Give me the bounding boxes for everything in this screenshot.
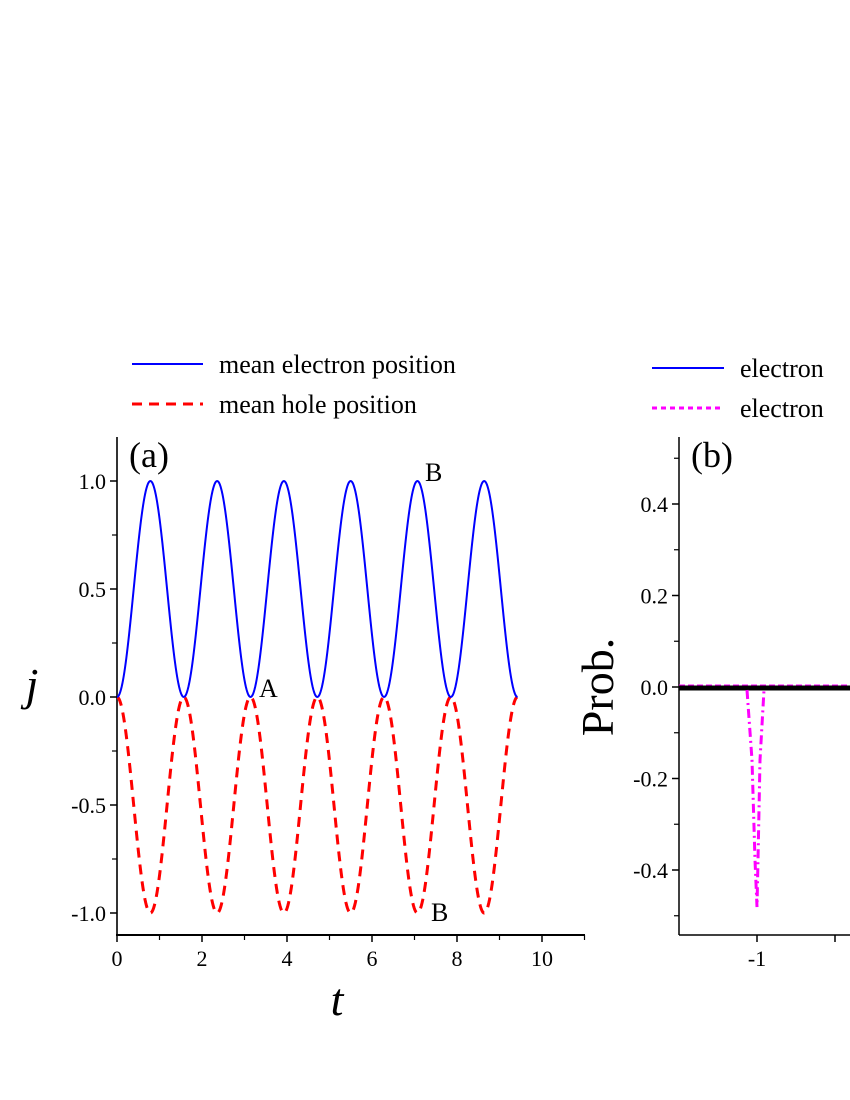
legend-electron-b-label: electron [740,354,824,383]
y-tick-label: 0.0 [641,675,669,700]
y-tick-label: 0.0 [79,685,107,710]
y-tick-label: 0.4 [641,492,669,517]
annotation-A: A [259,674,278,703]
y-tick-label: -0.4 [633,858,668,883]
y-tick-label: -0.2 [633,767,668,792]
x-tick-label: 2 [197,946,208,971]
legend-hole-label: mean hole position [219,390,417,419]
axis-ticks-b: -0.4 -0.2 0.0 0.2 0.4 -1 [633,457,836,971]
panel-label-b: (b) [691,435,733,475]
y-tick-label: 0.5 [79,577,107,602]
y-tick-label: -0.5 [71,793,106,818]
x-tick-label: 8 [452,946,463,971]
annotation-B-bottom: B [431,898,448,927]
axis-ticks-a: 0 2 4 6 8 10 -1.0 -0.5 0.0 0.5 1.0 [71,469,586,971]
electron-position-curve [117,479,518,699]
legend-electron-label: mean electron position [219,350,456,379]
hole-position-curve [117,695,519,915]
panel-a: 0 2 4 6 8 10 -1.0 -0.5 0.0 0.5 1.0 (a) A B B t j [21,435,586,1025]
legend-a: mean electron position mean hole positio… [132,350,456,419]
electron-dashdot-spike [745,689,766,908]
panel-label-a: (a) [129,435,169,475]
y-tick-label: 0.2 [641,584,669,609]
y-axis-label-b: Prob. [572,638,623,736]
x-tick-label: 4 [282,946,293,971]
panel-b: -0.4 -0.2 0.0 0.2 0.4 -1 (b) Prob. [572,435,850,971]
annotation-B-top: B [425,458,442,487]
x-tick-label: 0 [112,946,123,971]
legend-electron-b2-label: electron [740,394,824,423]
x-tick-label: 10 [531,946,553,971]
y-tick-label: -1.0 [71,901,106,926]
x-tick-label: 6 [367,946,378,971]
y-axis-label-a: j [21,659,39,710]
x-tick-label: -1 [748,946,766,971]
y-tick-label: 1.0 [79,469,107,494]
legend-b: electron electron [652,354,824,423]
x-axis-label-a: t [331,974,345,1025]
